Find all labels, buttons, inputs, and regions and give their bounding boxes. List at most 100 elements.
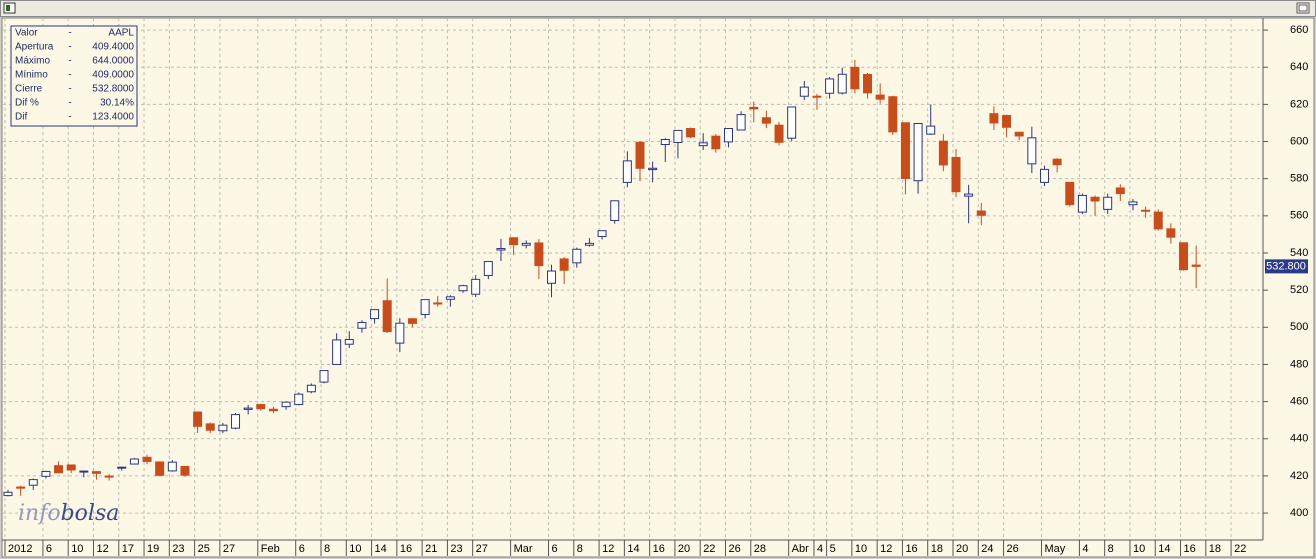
- x-tick-label: Abr: [792, 543, 809, 555]
- logo-bolsa: bolsa: [61, 501, 120, 526]
- y-tick-label: 580: [1290, 173, 1308, 185]
- info-sep: -: [68, 84, 71, 95]
- candle-body: [964, 193, 974, 197]
- info-value: 532.8000: [92, 84, 134, 95]
- info-label: Cierre: [15, 84, 43, 95]
- x-tick-label: 27: [223, 543, 235, 555]
- candle-body: [622, 160, 632, 183]
- candle-body: [117, 466, 127, 469]
- y-tick-label: 420: [1290, 470, 1308, 482]
- axis-labels: 4004204404604805005205405605806006206406…: [4, 24, 1308, 556]
- candle-body: [1014, 131, 1024, 137]
- candle-body: [142, 456, 152, 462]
- x-tick-label: 16: [400, 543, 412, 555]
- x-tick-label: 10: [1133, 543, 1145, 555]
- candle-body: [458, 285, 468, 292]
- candle-body: [1039, 168, 1049, 183]
- candle-body: [787, 106, 797, 139]
- candle-body: [900, 122, 910, 180]
- x-tick-label: 22: [703, 543, 715, 555]
- candle-body: [761, 117, 771, 124]
- x-tick-label: 8: [1108, 543, 1114, 555]
- candle-body: [926, 125, 936, 135]
- candle-body: [698, 142, 708, 147]
- info-value: 644.0000: [92, 56, 134, 67]
- info-sep: -: [68, 98, 71, 109]
- candle-body: [597, 230, 607, 237]
- x-tick-label: 4: [817, 543, 823, 555]
- candle-body: [3, 491, 13, 497]
- candle-body: [344, 339, 354, 345]
- logo-info: info: [18, 501, 61, 526]
- y-tick-label: 640: [1290, 61, 1308, 73]
- candle-body: [218, 424, 228, 432]
- x-tick-label: 8: [324, 543, 330, 555]
- candle-body: [610, 200, 620, 221]
- candle-body: [938, 140, 948, 166]
- candles: [3, 59, 1201, 497]
- info-value: AAPL: [108, 28, 134, 39]
- candle-body: [1077, 194, 1087, 213]
- logo: infobolsa: [18, 501, 119, 526]
- candle-body: [913, 123, 923, 182]
- candle-body: [547, 270, 557, 284]
- candle-body: [433, 302, 443, 305]
- candle-body: [180, 465, 190, 476]
- x-tick-label: 12: [96, 543, 108, 555]
- candle-body: [825, 78, 835, 94]
- candle-body: [1103, 196, 1113, 210]
- candle-body: [129, 458, 139, 465]
- info-label: Dif: [15, 112, 27, 123]
- last-price-label: 532.800: [1266, 260, 1306, 272]
- candle-body: [1166, 228, 1176, 238]
- candle-body: [281, 401, 291, 408]
- candle-body: [1191, 264, 1201, 267]
- candle-body: [749, 106, 759, 110]
- candle-body: [243, 407, 253, 410]
- candle-body: [205, 423, 215, 431]
- candle-body: [256, 404, 266, 410]
- restore-button[interactable]: [1296, 2, 1310, 14]
- info-sep: -: [68, 42, 71, 53]
- x-tick-label: 6: [552, 543, 558, 555]
- x-tick-label: 22: [1234, 543, 1246, 555]
- x-tick-label: 21: [425, 543, 437, 555]
- x-tick-label: 23: [172, 543, 184, 555]
- x-tick-label: 25: [198, 543, 210, 555]
- candle-body: [660, 138, 670, 146]
- candle-body: [155, 461, 165, 476]
- candle-body: [167, 461, 177, 472]
- x-tick-label: 28: [754, 543, 766, 555]
- candle-body: [812, 95, 822, 98]
- info-sep: -: [68, 112, 71, 123]
- y-tick-label: 600: [1290, 135, 1308, 147]
- candle-body: [370, 309, 380, 320]
- candle-body: [850, 66, 860, 90]
- candle-body: [91, 471, 101, 474]
- x-tick-label: 14: [1158, 543, 1170, 555]
- candle-body: [799, 86, 809, 97]
- window-icon-mark: [6, 5, 10, 11]
- candle-body: [268, 408, 278, 412]
- candle-body: [1141, 209, 1151, 212]
- info-label: Dif %: [15, 98, 39, 109]
- candle-body: [572, 248, 582, 264]
- grid: [3, 18, 1268, 540]
- x-tick-label: 10: [855, 543, 867, 555]
- info-label: Apertura: [15, 42, 54, 53]
- candle-body: [1128, 201, 1138, 206]
- x-tick-label: 5: [830, 543, 836, 555]
- y-tick-label: 540: [1290, 247, 1308, 259]
- candle-body: [648, 167, 658, 171]
- candle-body: [509, 237, 519, 246]
- x-tick-label: 14: [627, 543, 639, 555]
- candle-body: [951, 157, 961, 193]
- candle-body: [863, 73, 873, 94]
- candle-body: [686, 128, 696, 138]
- candle-body: [989, 113, 999, 124]
- candle-body: [420, 299, 430, 315]
- y-tick-label: 620: [1290, 98, 1308, 110]
- y-tick-label: 440: [1290, 433, 1308, 445]
- candle-body: [496, 248, 506, 251]
